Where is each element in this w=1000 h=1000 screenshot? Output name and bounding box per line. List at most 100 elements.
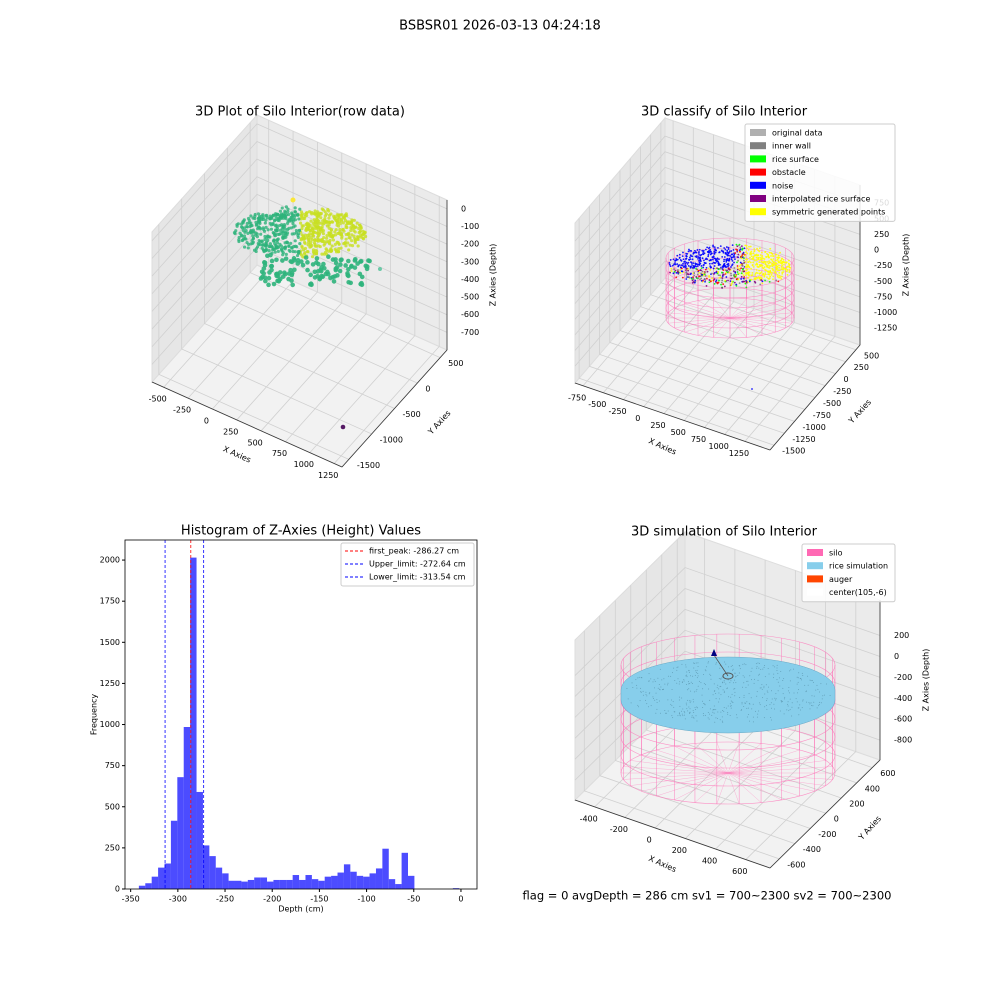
point [335,223,339,227]
y-tick-label: 500 [105,802,120,811]
silo-spoke [727,772,782,801]
bar [273,879,280,889]
point [679,715,681,717]
z-tick-label: -700 [461,328,479,337]
point [736,249,739,252]
point [730,680,732,682]
point [659,668,661,670]
point [711,262,714,265]
point [242,245,247,249]
point [682,258,685,261]
point [713,690,715,692]
point [315,215,319,220]
point [748,702,750,704]
legend-swatch [750,168,766,176]
point [663,678,665,680]
legend-swatch [807,588,823,596]
point [778,677,780,679]
point [740,245,743,248]
point [289,218,293,222]
point [361,236,365,240]
point [726,263,729,266]
point [746,701,748,703]
point [770,702,772,704]
point [262,260,268,266]
grid-line [609,182,805,410]
point [679,714,681,716]
point [327,223,331,227]
grid-line [574,213,861,320]
point [252,248,257,252]
point [749,245,752,248]
point [694,264,697,266]
point [733,281,736,284]
y-tick-label: 1500 [100,638,120,647]
point [754,259,756,262]
point [642,694,644,696]
point [239,233,244,237]
point [693,691,695,693]
grid-line [588,206,785,434]
point [281,233,285,237]
point [772,275,775,278]
point [763,687,765,689]
point [787,703,789,705]
grid-line [724,169,816,435]
z-tick-label: -800 [894,736,912,745]
point [337,219,341,224]
x-tick-label: -200 [610,825,628,834]
point [810,680,812,682]
point [677,678,679,680]
grid-line [685,570,796,839]
bar [202,845,210,889]
point [692,264,695,267]
point [738,665,740,667]
grid-line [574,182,861,289]
point [280,248,284,252]
silo-spoke [684,317,731,333]
point [739,668,741,670]
point [292,232,296,236]
point [688,688,690,690]
point [318,268,324,274]
point [341,221,345,225]
point [761,280,764,283]
point [727,711,729,713]
legend-label: first_peak: -286.27 cm [369,547,459,556]
point [781,260,784,263]
point [769,704,771,706]
point [723,247,726,249]
point [751,388,753,390]
point [775,693,777,695]
point [266,282,271,288]
point [322,218,327,222]
point [687,267,690,270]
point [693,701,695,703]
point [732,668,734,670]
point [723,285,726,288]
point [807,684,809,686]
point [708,262,711,265]
point [688,669,690,671]
point [747,274,750,276]
point [718,698,720,700]
point [761,256,763,259]
silo-spoke [729,300,763,319]
point [736,261,738,264]
point [709,259,712,262]
point [675,259,677,262]
point [338,227,342,232]
point [295,212,300,217]
point [711,277,713,280]
point [689,702,691,704]
point [709,248,712,251]
point [293,244,298,248]
point [262,275,268,280]
point [759,704,761,706]
point [701,270,704,273]
point [817,688,819,690]
point [740,272,743,275]
point [767,667,769,669]
point [694,255,697,258]
point [736,267,739,269]
